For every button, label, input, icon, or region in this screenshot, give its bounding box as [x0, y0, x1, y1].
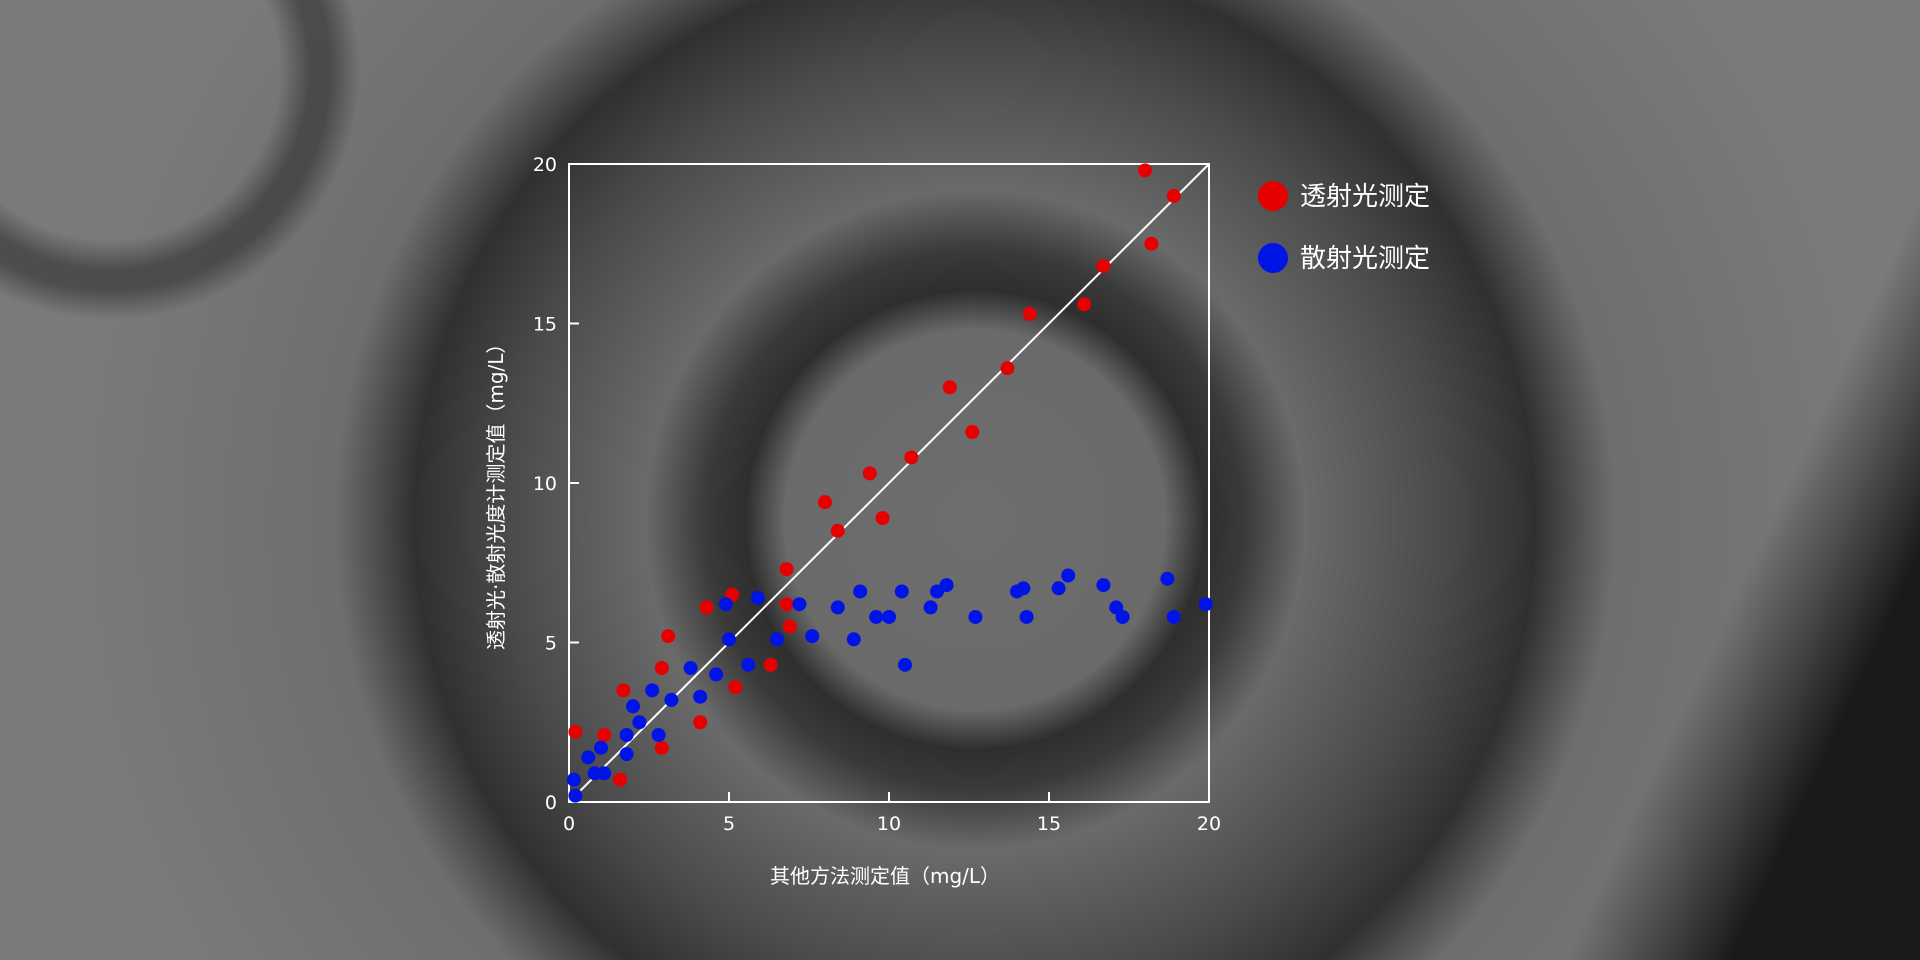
transmitted-data-point: [779, 562, 794, 577]
transmitted-data-point: [568, 724, 583, 739]
x-tick-label: 15: [1037, 813, 1061, 835]
scattered-data-point: [939, 578, 954, 593]
scattered-data-point: [594, 740, 608, 755]
transmitted-data-point: [1096, 259, 1111, 274]
scattered-data-point: [581, 750, 596, 765]
scattered-data-point: [597, 766, 612, 781]
transmitted-data-point: [782, 619, 797, 634]
y-tick-label: 10: [533, 473, 557, 495]
transmitted-data-point: [613, 772, 628, 787]
scattered-data-point: [792, 597, 807, 612]
transmitted-data-point: [942, 380, 957, 395]
transmitted-data-point: [1022, 306, 1037, 321]
reference-line-y-equals-x: [568, 163, 1210, 803]
y-tick-label: 15: [533, 314, 557, 336]
legend-marker-scattered: [1258, 243, 1288, 273]
scattered-data-point: [1115, 609, 1130, 624]
scattered-data-point: [587, 766, 602, 781]
transmitted-data-point: [597, 728, 612, 743]
scattered-data-point: [566, 772, 581, 787]
x-tick-label: 5: [723, 813, 735, 835]
x-tick-label: 20: [1197, 813, 1221, 835]
transmitted-data-point: [1077, 297, 1092, 312]
scattered-data-point: [846, 632, 861, 647]
scattered-data-point: [645, 683, 660, 698]
transmitted-data-point: [830, 523, 845, 538]
scattered-data-point: [693, 689, 708, 704]
y-tick-label: 0: [545, 792, 557, 814]
scattered-data-point: [683, 661, 698, 676]
scattered-data-point: [632, 715, 647, 730]
transmitted-data-point: [875, 511, 890, 526]
legend-label-transmitted: 透射光测定: [1300, 182, 1430, 212]
legend-marker-transmitted: [1258, 181, 1288, 211]
transmitted-data-point: [862, 466, 877, 481]
scattered-data-point: [770, 632, 784, 647]
scattered-data-point: [619, 728, 634, 743]
transmitted-data-point: [654, 740, 669, 755]
scattered-data-point: [894, 584, 909, 599]
transmitted-data-point: [654, 661, 669, 676]
x-axis-title: 其他方法测定值（mg/L）: [770, 864, 1000, 888]
scattered-data-point: [709, 667, 724, 682]
transmitted-data-point: [728, 680, 743, 695]
scattered-data-point: [1019, 609, 1034, 624]
transmitted-data-point: [1144, 236, 1159, 251]
transmitted-data-point: [699, 600, 714, 615]
transmitted-data-point: [616, 683, 631, 698]
scattered-data-point: [651, 728, 666, 743]
scattered-data-point: [869, 609, 884, 624]
scattered-data-point: [664, 692, 679, 707]
scattered-data-point: [626, 699, 640, 714]
scattered-data-point: [882, 609, 896, 624]
scattered-data-point: [741, 657, 756, 672]
scattered-data-point: [722, 632, 736, 647]
transmitted-data-point: [779, 597, 794, 612]
scattered-data-point: [923, 600, 938, 615]
y-tick-label: 20: [533, 154, 557, 176]
scattered-data-point: [830, 600, 845, 615]
scattered-data-point: [750, 590, 765, 605]
transmitted-data-point: [763, 657, 778, 672]
x-tick-label: 10: [877, 813, 901, 835]
transmitted-data-point: [904, 450, 919, 465]
transmitted-data-point: [818, 495, 832, 510]
x-tick-label: 0: [563, 813, 575, 835]
transmitted-data-point: [1166, 188, 1181, 203]
scattered-data-point: [1016, 581, 1031, 596]
transmitted-data-point: [1138, 163, 1152, 178]
transmitted-data-point: [661, 629, 676, 644]
scattered-data-point: [568, 788, 583, 803]
scattered-data-point: [619, 747, 634, 762]
scattered-data-point: [898, 657, 912, 672]
y-tick-label: 5: [545, 633, 557, 655]
scattered-data-point: [718, 597, 733, 612]
y-axis-title: 透射光·散射光度计测定值（mg/L）: [484, 334, 508, 650]
scattered-data-point: [1051, 581, 1066, 596]
scattered-data-point: [1061, 568, 1076, 583]
scattered-data-point: [1096, 578, 1111, 593]
transmitted-data-point: [1000, 361, 1015, 376]
scattered-data-point: [968, 609, 983, 624]
scattered-data-point: [1160, 571, 1175, 586]
scattered-data-point: [1198, 597, 1213, 612]
legend: 透射光测定 散射光测定: [1258, 181, 1430, 274]
transmitted-data-point: [965, 424, 980, 439]
legend-label-scattered: 散射光测定: [1300, 244, 1430, 274]
scattered-data-point: [1166, 609, 1181, 624]
scattered-data-point: [805, 629, 820, 644]
transmitted-data-point: [693, 715, 708, 730]
scattered-data-point: [853, 584, 868, 599]
